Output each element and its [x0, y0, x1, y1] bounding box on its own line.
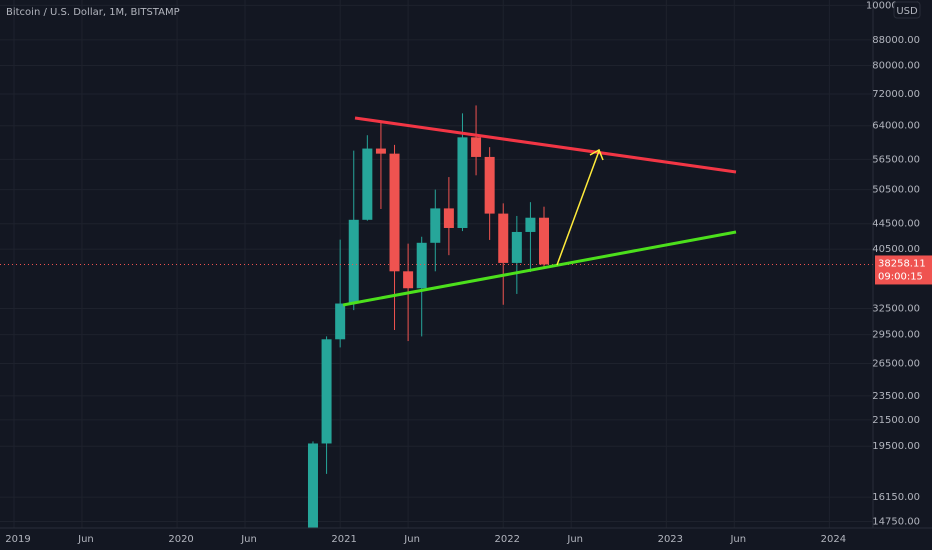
y-tick-label: 64000.00: [872, 121, 920, 132]
candle-body: [511, 231, 522, 263]
y-tick-label: 80000.00: [872, 61, 920, 72]
x-tick-label: Jun: [729, 534, 746, 545]
y-tick-label: 26500.00: [872, 359, 920, 370]
x-tick-label: Jun: [566, 534, 583, 545]
arrow-line: [556, 150, 600, 266]
y-tick-label: 44500.00: [872, 219, 920, 230]
support-line: [342, 230, 737, 307]
candle-body: [335, 303, 346, 340]
candle-body: [498, 213, 509, 263]
y-tick-label: 16150.00: [872, 492, 920, 503]
y-tick-label: 50500.00: [872, 185, 920, 196]
candle-body: [430, 208, 441, 243]
axes: 100000.00 88000.00 80000.00 72000.00 64000.0…: [5, 0, 932, 545]
candle-body: [416, 242, 427, 289]
y-tick-label: 40500.00: [872, 244, 920, 255]
y-tick-label: 29500.00: [872, 330, 920, 341]
x-tick-label: Jun: [240, 534, 257, 545]
candle-body: [321, 339, 332, 444]
y-tick-label: 23500.00: [872, 391, 920, 402]
drawings: [342, 116, 737, 307]
arrow-head: [589, 148, 604, 161]
x-tick-label: Jun: [403, 534, 420, 545]
y-tick-label: 21500.00: [872, 415, 920, 426]
y-tick-label: 88000.00: [872, 35, 920, 46]
candle-body: [525, 217, 536, 232]
candle-body: [471, 137, 482, 157]
candle-body: [539, 217, 550, 265]
last-price-label: 38258.11: [878, 258, 926, 269]
y-tick-label: 14750.00: [872, 517, 920, 528]
candle-body: [457, 137, 468, 228]
x-tick-label: 2024: [821, 534, 846, 545]
resistance-line: [354, 116, 737, 174]
y-tick-label: 32500.00: [872, 303, 920, 314]
candle-body: [375, 148, 386, 154]
candle-body: [403, 271, 414, 289]
chart-title: Bitcoin / U.S. Dollar, 1M, BITSTAMP: [6, 7, 180, 18]
x-tick-label: 2020: [168, 534, 193, 545]
candles: [0, 105, 873, 528]
candle-body: [307, 443, 318, 528]
currency-box[interactable]: [893, 1, 921, 19]
y-tick-label: 19500.00: [872, 441, 920, 452]
countdown-label: 09:00:15: [878, 271, 923, 282]
candle-body: [348, 219, 359, 304]
candle-body: [443, 208, 454, 228]
y-tick-label: 56500.00: [872, 154, 920, 165]
candle-body: [362, 148, 373, 220]
y-tick-label: 72000.00: [872, 89, 920, 100]
x-tick-label: Jun: [77, 534, 94, 545]
x-tick-label: 2021: [331, 534, 356, 545]
last-price-box: [875, 255, 932, 285]
x-tick-label: 2019: [5, 534, 30, 545]
y-tick-label: 100000.00: [866, 0, 920, 11]
currency-label: USD: [896, 6, 918, 17]
candle-body: [389, 153, 400, 272]
x-tick-label: 2023: [658, 534, 683, 545]
candle-body: [484, 156, 495, 214]
x-tick-label: 2022: [495, 534, 520, 545]
